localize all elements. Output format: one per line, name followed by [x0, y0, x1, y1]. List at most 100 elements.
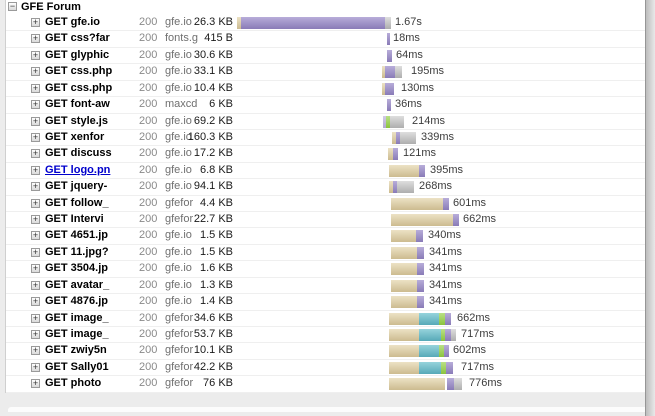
request-row[interactable]: + GET glyphic 200 gfe.io 30.6 KB 64ms	[6, 47, 646, 65]
waterfall-segment-blocked	[391, 197, 443, 210]
request-url[interactable]: GET Intervi	[45, 213, 104, 226]
request-url[interactable]: GET glyphic	[45, 48, 110, 61]
request-row[interactable]: + GET discuss 200 gfe.io 17.2 KB 121ms	[6, 146, 646, 163]
request-domain: gfe.io	[165, 114, 192, 127]
vertical-scrollbar[interactable]	[645, 0, 655, 416]
request-url[interactable]: GET 3504.jp	[45, 262, 108, 275]
request-url[interactable]: GET Sally01	[45, 360, 109, 373]
request-url[interactable]: GET css?far	[45, 32, 110, 45]
request-row[interactable]: + GET style.js 200 gfe.io 69.2 KB 214ms	[6, 113, 646, 130]
request-row[interactable]: + GET css.php 200 gfe.io 33.1 KB 195ms	[6, 64, 646, 81]
request-url[interactable]: GET photo	[45, 377, 102, 390]
expand-icon[interactable]: +	[31, 329, 40, 340]
request-row[interactable]: + GET jquery- 200 gfe.io 94.1 KB 268ms	[6, 179, 646, 196]
response-size: 160.3 KB	[187, 130, 233, 143]
expand-icon[interactable]: +	[31, 66, 40, 77]
waterfall-segment-blocked	[389, 378, 445, 391]
waterfall-segment-blocked	[391, 214, 453, 227]
request-row[interactable]: + GET gfe.io 200 gfe.io 26.3 KB 1.67s	[6, 15, 646, 32]
waterfall-segment-send	[439, 312, 445, 325]
expand-icon[interactable]: +	[31, 246, 40, 257]
expand-icon[interactable]: +	[31, 115, 40, 126]
request-domain: gfe.io	[165, 229, 192, 242]
response-size: 42.2 KB	[193, 360, 233, 373]
request-row[interactable]: + GET photo 200 gfefor 76 KB 776ms	[6, 376, 646, 393]
request-url[interactable]: GET follow_	[45, 196, 109, 209]
request-row[interactable]: + GET logo.pn 200 gfe.io 6.8 KB 395ms	[6, 162, 646, 180]
request-url[interactable]: GET 4876.jp	[45, 295, 108, 308]
request-url[interactable]: GET gfe.io	[45, 16, 100, 28]
request-row[interactable]: + GET image_ 200 gfefor 34.6 KB 662ms	[6, 310, 646, 328]
expand-icon[interactable]: +	[31, 148, 40, 159]
expand-icon[interactable]: +	[31, 17, 40, 27]
request-row[interactable]: + GET follow_ 200 gfefor 4.4 KB 601ms	[6, 195, 646, 213]
request-url[interactable]: GET zwiy5n	[45, 344, 107, 357]
request-row[interactable]: + GET 4651.jp 200 gfe.io 1.5 KB 340ms	[6, 228, 646, 245]
request-url[interactable]: GET font-aw	[45, 98, 110, 111]
expand-icon[interactable]: +	[31, 181, 40, 192]
timing-label: 130ms	[401, 81, 435, 94]
waterfall-segment-connect	[419, 312, 439, 325]
expand-icon[interactable]: +	[31, 99, 40, 110]
status-code: 200	[139, 98, 158, 111]
request-url[interactable]: GET logo.pn	[45, 163, 111, 176]
expand-icon[interactable]: +	[31, 296, 40, 307]
request-domain: gfefor	[165, 360, 194, 373]
expand-icon[interactable]: +	[31, 312, 40, 323]
request-row[interactable]: + GET css.php 200 gfe.io 10.4 KB 130ms	[6, 80, 646, 98]
request-row[interactable]: + GET css?far 200 fonts.g 415 B 18ms	[6, 31, 646, 48]
expand-icon[interactable]: +	[31, 131, 40, 142]
response-size: 94.1 KB	[193, 180, 233, 193]
expand-icon[interactable]: +	[31, 197, 40, 208]
request-url[interactable]: GET image_	[45, 311, 109, 324]
request-row[interactable]: + GET image_ 200 gfefor 53.7 KB 717ms	[6, 327, 646, 344]
waterfall-segment-receive	[397, 181, 414, 194]
expand-icon[interactable]: +	[31, 345, 40, 356]
expand-icon[interactable]: +	[31, 214, 40, 225]
waterfall-segment-wait	[444, 345, 449, 358]
request-url[interactable]: GET image_	[45, 328, 109, 341]
request-url[interactable]: GET discuss	[45, 147, 112, 160]
expand-icon[interactable]: +	[31, 49, 40, 60]
expand-icon[interactable]: +	[31, 230, 40, 241]
request-row[interactable]: + GET zwiy5n 200 gfefor 10.1 KB 602ms	[6, 343, 646, 360]
waterfall-segment-send	[386, 115, 390, 128]
request-url[interactable]: GET style.js	[45, 114, 108, 127]
request-url[interactable]: GET css.php	[45, 81, 113, 94]
request-row[interactable]: + GET 3504.jp 200 gfe.io 1.6 KB 341ms	[6, 261, 646, 278]
request-url[interactable]: GET avatar_	[45, 278, 110, 291]
request-row[interactable]: + GET Intervi 200 gfefor 22.7 KB 662ms	[6, 212, 646, 229]
request-url[interactable]: GET jquery-	[45, 180, 108, 193]
request-row[interactable]: + GET font-aw 200 maxcd 6 KB 36ms	[6, 97, 646, 114]
request-url[interactable]: GET xenfor	[45, 130, 105, 143]
expand-icon[interactable]: +	[31, 33, 40, 44]
group-header[interactable]: − GFE Forum	[6, 0, 646, 16]
expand-icon[interactable]: +	[31, 279, 40, 290]
expand-icon[interactable]: +	[31, 378, 40, 389]
request-url[interactable]: GET 4651.jp	[45, 229, 108, 242]
response-size: 1.4 KB	[199, 295, 233, 308]
expand-icon[interactable]: +	[31, 361, 40, 372]
expand-icon[interactable]: +	[31, 263, 40, 274]
waterfall-segment-blocked	[391, 230, 416, 243]
request-domain: fonts.g	[165, 32, 199, 45]
timing-label: 340ms	[428, 229, 462, 242]
request-row[interactable]: + GET avatar_ 200 gfe.io 1.3 KB 341ms	[6, 277, 646, 295]
waterfall-segment-receive	[454, 378, 462, 391]
expand-icon[interactable]: +	[31, 82, 40, 93]
request-row[interactable]: + GET Sally01 200 gfefor 42.2 KB 717ms	[6, 359, 646, 377]
request-row[interactable]: + GET 11.jpg? 200 gfe.io 1.5 KB 341ms	[6, 244, 646, 262]
waterfall-segment-receive	[451, 329, 456, 342]
request-url[interactable]: GET 11.jpg?	[45, 245, 109, 258]
waterfall-segment-receive	[400, 131, 416, 144]
waterfall-segment-connect	[419, 329, 441, 342]
request-row[interactable]: + GET 4876.jp 200 gfe.io 1.4 KB 341ms	[6, 294, 646, 311]
request-url[interactable]: GET css.php	[45, 65, 113, 78]
timing-label: 341ms	[429, 245, 463, 258]
waterfall-segment-blocked	[391, 263, 417, 276]
waterfall-segment-wait	[393, 148, 398, 161]
expand-icon[interactable]: +	[31, 164, 40, 175]
request-row[interactable]: + GET xenfor 200 gfe.io 160.3 KB 339ms	[6, 129, 646, 147]
status-code: 200	[139, 130, 158, 143]
collapse-icon[interactable]: −	[8, 1, 17, 11]
